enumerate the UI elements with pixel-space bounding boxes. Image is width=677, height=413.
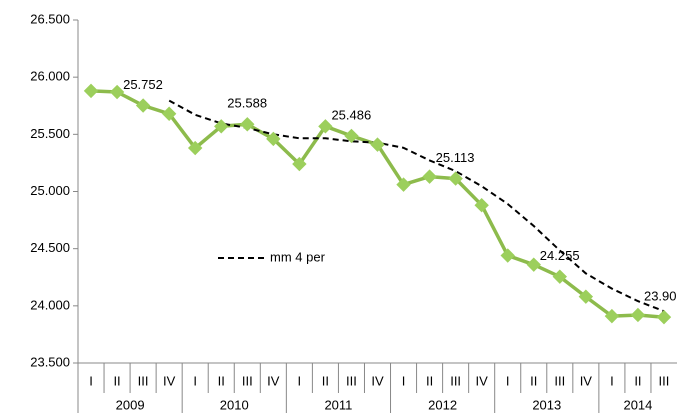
y-tick-label: 26.500	[30, 11, 70, 26]
group-label: 2013	[532, 397, 561, 412]
x-tick-label: IV	[163, 373, 176, 388]
data-point	[630, 307, 646, 323]
data-point	[187, 140, 203, 156]
data-point	[266, 131, 281, 147]
data-point	[109, 84, 125, 100]
y-tick-label: 25.500	[30, 126, 70, 141]
group-label: 2012	[428, 397, 457, 412]
x-tick-label: III	[138, 373, 149, 388]
data-point	[448, 171, 463, 186]
data-point	[656, 309, 672, 325]
y-tick-label: 25.000	[30, 183, 70, 198]
x-tick-label: I	[193, 373, 197, 388]
x-tick-label: I	[506, 373, 510, 388]
data-point	[135, 98, 151, 113]
x-tick-label: II	[322, 373, 329, 388]
x-tick-label: II	[426, 373, 433, 388]
x-tick-label: IV	[371, 373, 384, 388]
data-label: 25.486	[331, 107, 371, 122]
group-label: 2014	[623, 397, 652, 412]
data-label: 24.255	[540, 248, 580, 263]
group-label: 2011	[324, 397, 352, 412]
x-tick-label: III	[242, 373, 253, 388]
x-tick-label: I	[610, 373, 614, 388]
y-tick-label: 24.500	[30, 240, 70, 255]
data-point	[552, 269, 568, 284]
legend-label: mm 4 per	[270, 249, 326, 264]
data-point	[474, 198, 489, 213]
y-tick-label: 24.000	[30, 297, 70, 312]
x-tick-label: II	[218, 373, 225, 388]
series-line	[90, 89, 665, 319]
data-point	[370, 137, 385, 152]
group-label: 2010	[220, 397, 249, 412]
x-tick-label: III	[450, 373, 461, 388]
data-label: 23.901	[644, 289, 677, 304]
data-point	[292, 156, 307, 172]
data-label: 25.113	[436, 150, 475, 165]
data-point	[500, 248, 515, 263]
x-tick-label: IV	[580, 373, 593, 388]
data-label: 25.752	[123, 77, 163, 92]
y-tick-label: 23.500	[30, 354, 70, 369]
data-label: 25.588	[227, 96, 267, 111]
data-point	[526, 257, 541, 272]
x-tick-label: I	[402, 373, 406, 388]
x-tick-label: III	[554, 373, 565, 388]
y-tick-label: 26.000	[30, 69, 70, 84]
data-point	[318, 119, 333, 134]
data-point	[396, 177, 411, 192]
x-tick-label: III	[659, 373, 670, 388]
data-point	[578, 289, 594, 304]
data-point	[422, 169, 437, 184]
data-point	[83, 83, 99, 99]
x-tick-label: I	[89, 373, 93, 388]
x-tick-label: II	[113, 373, 120, 388]
data-point	[240, 117, 255, 132]
x-tick-label: II	[634, 373, 641, 388]
x-tick-label: IV	[267, 373, 280, 388]
group-label: 2009	[116, 397, 145, 412]
data-point	[161, 106, 177, 121]
x-tick-label: I	[298, 373, 302, 388]
x-tick-label: IV	[476, 373, 489, 388]
data-point	[344, 128, 359, 144]
x-tick-label: II	[530, 373, 537, 388]
data-point	[604, 308, 620, 324]
moving-average-line	[168, 99, 665, 313]
x-tick-label: III	[346, 373, 357, 388]
data-point	[214, 119, 229, 134]
